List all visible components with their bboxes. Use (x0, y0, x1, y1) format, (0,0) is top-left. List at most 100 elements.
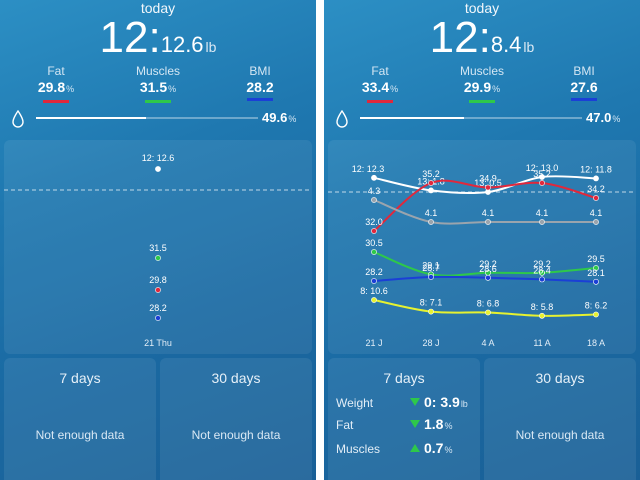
data-point (428, 308, 434, 315)
change-label: Muscles (336, 442, 381, 456)
x-tick-label: 4 A (481, 338, 494, 348)
data-label: 28.1 (587, 268, 605, 278)
change-value: 0: 3.9 (424, 394, 460, 410)
history-chart-card[interactable]: 12: 12.3 13: 1.8 13: 0.5 12: 13.0 12: 11.8 32… (328, 140, 636, 354)
data-label: 13: 0.5 (474, 178, 502, 188)
water-unit: % (612, 114, 621, 124)
data-label: 34.9 (479, 174, 497, 184)
data-point (539, 219, 545, 225)
muscles-unit: % (168, 84, 177, 94)
data-point (371, 197, 377, 203)
bmi-label: BMI (249, 64, 271, 78)
weight-stones: 12: (429, 13, 491, 62)
fat-color-bar (367, 100, 393, 103)
data-label: 4.1 (425, 208, 438, 218)
data-label: 8: 5.8 (531, 302, 554, 312)
water-drop-icon (336, 110, 348, 128)
summary-30-days[interactable]: 30 days Not enough data (160, 358, 312, 480)
summary-30-days-empty: Not enough data (191, 428, 281, 442)
data-point (593, 311, 599, 318)
summary-7-days[interactable]: 7 days Weight 0: 3.9lb Fat 1.8% Muscles … (328, 358, 480, 480)
data-label: 28.2 (365, 267, 383, 277)
current-weight: 12:12.6 lb (0, 14, 316, 72)
x-tick-label: 28 J (422, 338, 439, 348)
data-point (593, 278, 599, 285)
muscles-value: 31.5 (139, 79, 168, 95)
summary-30-days-empty: Not enough data (515, 428, 605, 442)
data-point (593, 265, 599, 271)
water-percent: 47.0 (586, 110, 612, 125)
muscles-color-bar (469, 100, 495, 103)
fat-color-bar (43, 100, 69, 103)
water-progress-track (360, 117, 582, 119)
data-label: 29.8 (149, 275, 167, 285)
bmi-stat: BMI 27.6 (544, 64, 624, 101)
change-row-muscles: Muscles 0.7% (336, 440, 476, 458)
weight-unit: lb (205, 39, 217, 55)
data-label: 4.1 (590, 208, 603, 218)
data-point (539, 180, 545, 186)
bmi-color-bar (571, 98, 597, 101)
weight-unit: lb (523, 39, 535, 55)
fat-label: Fat (371, 64, 389, 78)
muscles-label: Muscles (459, 64, 504, 78)
today-summary: today 12:12.6 lb Fat 29.8% Muscles 31.5% … (0, 0, 316, 134)
data-label: 34.2 (587, 184, 605, 194)
summary-7-days[interactable]: 7 days Not enough data (4, 358, 156, 480)
x-tick-label: 21 J (365, 338, 382, 348)
change-row-weight: Weight 0: 3.9lb (336, 394, 476, 412)
data-point (371, 278, 377, 284)
change-unit: % (444, 445, 453, 455)
data-point (155, 287, 161, 293)
water-progress-fill (360, 117, 465, 119)
water-unit: % (288, 114, 297, 124)
fat-label: Fat (47, 64, 65, 78)
change-unit: % (444, 421, 453, 431)
data-point (428, 180, 434, 186)
data-point (155, 166, 161, 172)
data-point (371, 249, 377, 255)
change-value: 0.7 (424, 440, 444, 456)
data-label: 8: 10.6 (360, 286, 388, 296)
data-point (428, 219, 434, 225)
up-arrow-icon (410, 444, 420, 452)
bmi-value: 28.2 (246, 79, 274, 95)
summary-30-days[interactable]: 30 days Not enough data (484, 358, 636, 480)
down-arrow-icon (410, 398, 420, 406)
history-chart-card[interactable]: 12: 12.6 31.5 29.8 28.2 21 Thu (4, 140, 312, 354)
summary-30-days-title: 30 days (535, 370, 585, 386)
data-point (539, 174, 545, 180)
data-point (371, 174, 377, 181)
fat-stat: Fat 29.8% (16, 64, 96, 103)
today-label: today (140, 0, 176, 16)
data-point (539, 269, 545, 276)
data-label: 4.1 (482, 208, 495, 218)
change-label: Weight (336, 396, 374, 410)
data-label: 28.6 (479, 264, 497, 274)
weight-stones: 12: (99, 13, 161, 62)
current-weight: 12:8.4 lb (324, 14, 640, 72)
data-label: 12: 12.6 (142, 153, 175, 163)
data-point (428, 187, 434, 194)
change-value: 1.8 (424, 416, 444, 432)
data-label: 28.2 (149, 303, 167, 313)
data-label: 8: 7.1 (420, 298, 443, 308)
water-progress-fill (36, 117, 147, 119)
data-point (539, 312, 545, 319)
data-point (371, 297, 377, 303)
weight-panel-right: today 12:8.4 lb Fat 33.4% Muscles 29.9% B… (324, 0, 640, 480)
change-unit: lb (460, 399, 468, 409)
fat-unit: % (390, 84, 399, 94)
muscles-value: 29.9 (463, 79, 492, 95)
summary-7-days-title: 7 days (59, 370, 101, 386)
data-point (539, 276, 545, 283)
data-point (155, 315, 161, 321)
muscles-unit: % (492, 84, 501, 94)
data-label: 8: 6.8 (477, 299, 500, 309)
data-point (155, 255, 161, 261)
summary-30-days-title: 30 days (211, 370, 261, 386)
data-point (428, 274, 434, 280)
data-label: 32.0 (365, 217, 383, 227)
x-tick-label: 18 A (587, 338, 605, 348)
data-label: 12: 11.8 (580, 164, 612, 174)
